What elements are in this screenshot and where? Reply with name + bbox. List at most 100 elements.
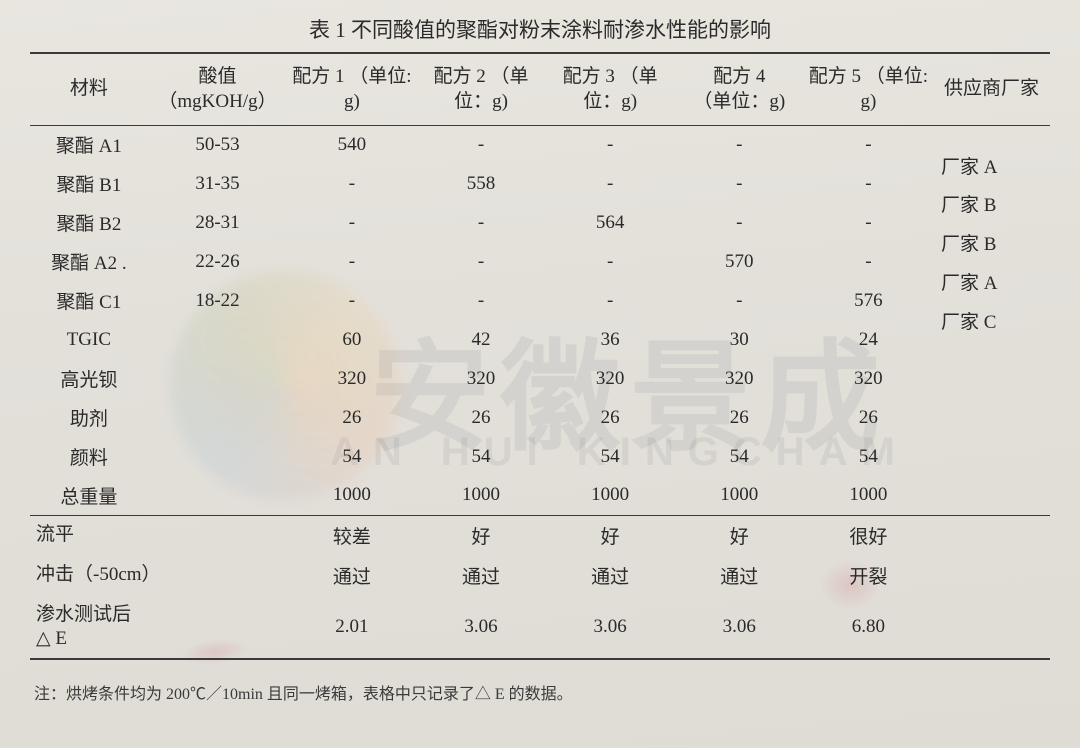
table-row: 助剂2626262626	[30, 398, 1050, 437]
table-cell: 50-53	[148, 125, 288, 164]
table-row: 聚酯 A150-53540----厂家 A	[30, 125, 1050, 164]
table-cell: 320	[675, 359, 804, 398]
table-cell: -	[675, 164, 804, 203]
table-cell: 高光钡	[30, 359, 148, 398]
table-cell: 26	[287, 398, 416, 437]
table-cell: 1000	[675, 476, 804, 515]
table-cell	[148, 398, 288, 437]
table-cell: -	[546, 125, 675, 164]
table-cell: -	[287, 164, 416, 203]
table-cell: 通过	[287, 555, 416, 595]
table-cell: -	[804, 164, 933, 203]
col-header: 供应商厂家	[933, 53, 1050, 125]
table-cell: -	[416, 281, 545, 320]
table-cell: 聚酯 A1	[30, 125, 148, 164]
table-cell: 22-26	[148, 242, 288, 281]
table-cell: 540	[287, 125, 416, 164]
table-cell: 31-35	[148, 164, 288, 203]
table-cell: -	[546, 242, 675, 281]
table-cell: 6.80	[804, 595, 933, 659]
table-cell: 570	[675, 242, 804, 281]
supplier-cell	[933, 320, 1050, 359]
table-row: 颜料5454545454	[30, 437, 1050, 476]
table-cell: 好	[416, 515, 545, 555]
table-cell: -	[287, 203, 416, 242]
table-cell: 320	[546, 359, 675, 398]
col-header: 配方 5 （单位:g)	[804, 53, 933, 125]
table-row: 聚酯 B131-35-558---厂家 B	[30, 164, 1050, 203]
table-cell: 558	[416, 164, 545, 203]
supplier-cell	[933, 398, 1050, 437]
table-cell: 576	[804, 281, 933, 320]
table-row: 冲击（-50cm）通过通过通过通过开裂	[30, 555, 1050, 595]
table-cell: -	[546, 164, 675, 203]
table-cell: 较差	[287, 515, 416, 555]
table-row: 聚酯 B228-31--564--厂家 B	[30, 203, 1050, 242]
table-cell: 26	[546, 398, 675, 437]
table-cell: 通过	[675, 555, 804, 595]
table-cell: 3.06	[675, 595, 804, 659]
table-cell: -	[804, 125, 933, 164]
table-cell: 54	[546, 437, 675, 476]
table-cell: 26	[804, 398, 933, 437]
table-cell: 开裂	[804, 555, 933, 595]
table-cell: 320	[287, 359, 416, 398]
table-cell: -	[675, 281, 804, 320]
table-row: TGIC6042363024	[30, 320, 1050, 359]
table-row: 总重量10001000100010001000	[30, 476, 1050, 515]
table-row: 渗水测试后△ E2.013.063.063.066.80	[30, 595, 1050, 659]
table-cell: 54	[416, 437, 545, 476]
table-cell: 总重量	[30, 476, 148, 515]
table-cell: 颜料	[30, 437, 148, 476]
supplier-cell: 厂家 C	[933, 281, 1050, 320]
col-header: 配方 3 （单位：g)	[546, 53, 675, 125]
col-header: 酸值（mgKOH/g）	[148, 53, 288, 125]
col-header: 配方 1 （单位:g)	[287, 53, 416, 125]
table-cell: 聚酯 A2 .	[30, 242, 148, 281]
table-cell: -	[804, 203, 933, 242]
table-cell: 564	[546, 203, 675, 242]
table-row: 聚酯 A2 .22-26---570-厂家 A	[30, 242, 1050, 281]
table-cell: 助剂	[30, 398, 148, 437]
supplier-cell	[933, 476, 1050, 515]
table-row: 聚酯 C118-22----576厂家 C	[30, 281, 1050, 320]
table-cell: 2.01	[287, 595, 416, 659]
table-cell	[933, 595, 1050, 659]
table-cell: 好	[675, 515, 804, 555]
table-cell: 聚酯 C1	[30, 281, 148, 320]
table-cell: 54	[675, 437, 804, 476]
table-caption: 表 1 不同酸值的聚酯对粉末涂料耐渗水性能的影响	[30, 14, 1050, 44]
table-header-row: 材料 酸值（mgKOH/g） 配方 1 （单位:g) 配方 2 （单位：g) 配…	[30, 53, 1050, 125]
supplier-cell: 厂家 A	[933, 125, 1050, 164]
table-cell: 很好	[804, 515, 933, 555]
table-cell	[148, 359, 288, 398]
table-cell: 通过	[546, 555, 675, 595]
table-cell: 42	[416, 320, 545, 359]
col-header: 材料	[30, 53, 148, 125]
supplier-cell: 厂家 B	[933, 164, 1050, 203]
table-cell: 1000	[287, 476, 416, 515]
table-cell: -	[287, 281, 416, 320]
table-cell: -	[675, 125, 804, 164]
table-cell: 26	[416, 398, 545, 437]
supplier-cell	[933, 437, 1050, 476]
table-cell: -	[416, 203, 545, 242]
table-cell	[933, 555, 1050, 595]
row-label: 渗水测试后△ E	[30, 595, 287, 659]
supplier-cell	[933, 359, 1050, 398]
row-label: 冲击（-50cm）	[30, 555, 287, 595]
table-cell: -	[287, 242, 416, 281]
table-cell: 3.06	[546, 595, 675, 659]
row-label: 流平	[30, 515, 287, 555]
table-cell: -	[804, 242, 933, 281]
table-cell: 聚酯 B1	[30, 164, 148, 203]
table-footnote: 注：烘烤条件均为 200℃／10min 且同一烤箱，表格中只记录了△ E 的数据…	[30, 680, 1050, 704]
table-cell: -	[416, 242, 545, 281]
table-cell: 聚酯 B2	[30, 203, 148, 242]
table-row: 流平较差好好好很好	[30, 515, 1050, 555]
table-cell: 3.06	[416, 595, 545, 659]
supplier-cell: 厂家 A	[933, 242, 1050, 281]
table-cell: 28-31	[148, 203, 288, 242]
table-cell	[148, 476, 288, 515]
table-cell: 好	[546, 515, 675, 555]
